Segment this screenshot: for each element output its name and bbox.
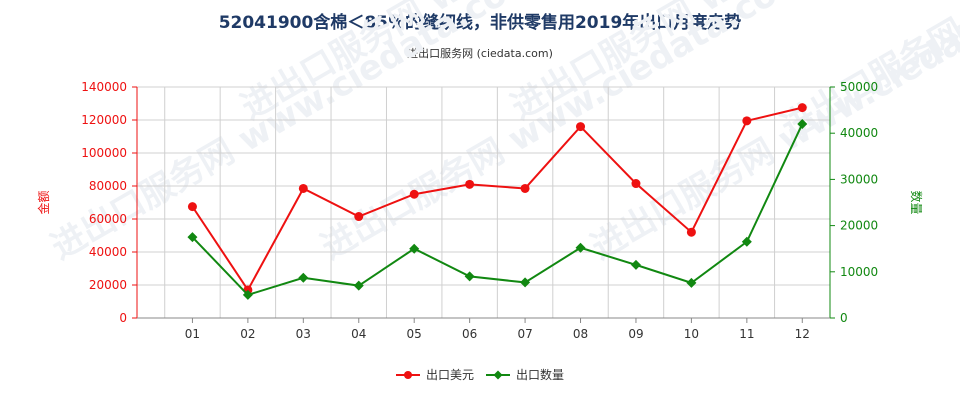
- left-tick-label: 20000: [89, 278, 127, 292]
- data-point-usd: [686, 227, 696, 237]
- x-tick-label: 05: [407, 327, 422, 341]
- x-tick-label: 12: [795, 327, 810, 341]
- chart-subtitle: 进出口服务网 (ciedata.com): [407, 47, 553, 60]
- x-tick-label: 11: [739, 327, 754, 341]
- data-point-quantity: [686, 277, 697, 288]
- data-point-quantity: [520, 277, 531, 288]
- data-point-usd: [354, 212, 364, 222]
- legend-label-usd: 出口美元: [426, 368, 474, 382]
- chart-title: 52041900含棉＜85％的缝纫线，非供零售用2019年出口月度走势: [218, 13, 742, 33]
- left-tick-label: 40000: [89, 245, 127, 259]
- left-tick-label: 140000: [81, 80, 127, 94]
- data-point-usd: [465, 179, 475, 189]
- left-tick-label: 0: [119, 311, 127, 325]
- data-point-usd: [409, 189, 419, 199]
- data-point-quantity: [298, 272, 309, 283]
- data-point-usd: [520, 183, 530, 193]
- right-tick-label: 0: [840, 311, 848, 325]
- data-point-usd: [797, 103, 807, 113]
- series-layer: [187, 103, 808, 300]
- x-tick-label: 04: [351, 327, 366, 341]
- x-tick-label: 01: [185, 327, 200, 341]
- left-tick-label: 80000: [89, 179, 127, 193]
- data-point-usd: [298, 183, 308, 193]
- x-tick-label: 10: [684, 327, 699, 341]
- x-tick-label: 02: [240, 327, 255, 341]
- y-left-axis-title: 金额: [36, 190, 51, 214]
- x-tick-label: 09: [628, 327, 643, 341]
- data-point-quantity: [187, 232, 198, 243]
- right-tick-label: 20000: [840, 219, 878, 233]
- legend-label-quantity: 出口数量: [516, 367, 564, 382]
- data-point-quantity: [409, 243, 420, 254]
- watermark-text: 进出口服务网 www.ciedata.com: [45, 0, 545, 268]
- left-tick-label: 120000: [81, 113, 127, 127]
- right-tick-label: 50000: [840, 80, 878, 94]
- series-line-usd: [191, 106, 803, 292]
- data-point-quantity: [797, 118, 808, 129]
- left-tick-label: 100000: [81, 146, 127, 160]
- axes: 0200004000060000800001000001200001400000…: [36, 80, 924, 341]
- data-point-quantity: [575, 242, 586, 253]
- data-point-usd: [742, 116, 752, 126]
- x-tick-label: 08: [573, 327, 588, 341]
- x-tick-label: 06: [462, 327, 477, 341]
- data-point-quantity: [630, 259, 641, 270]
- series-line-quantity: [191, 123, 804, 297]
- legend-marker-usd: [404, 371, 412, 379]
- y-right-axis-title: 数量: [909, 190, 924, 214]
- right-tick-label: 40000: [840, 126, 878, 140]
- data-point-quantity: [464, 271, 475, 282]
- data-point-usd: [631, 179, 641, 189]
- data-point-quantity: [242, 289, 253, 300]
- data-point-usd: [576, 122, 586, 132]
- right-tick-label: 10000: [840, 265, 878, 279]
- legend: 出口美元 出口数量: [396, 367, 564, 382]
- x-tick-label: 03: [296, 327, 311, 341]
- left-tick-label: 60000: [89, 212, 127, 226]
- data-point-usd: [187, 202, 197, 212]
- data-point-quantity: [353, 280, 364, 291]
- legend-marker-quantity: [493, 370, 503, 380]
- right-tick-label: 30000: [840, 172, 878, 186]
- data-point-quantity: [741, 236, 752, 247]
- x-tick-label: 07: [517, 327, 532, 341]
